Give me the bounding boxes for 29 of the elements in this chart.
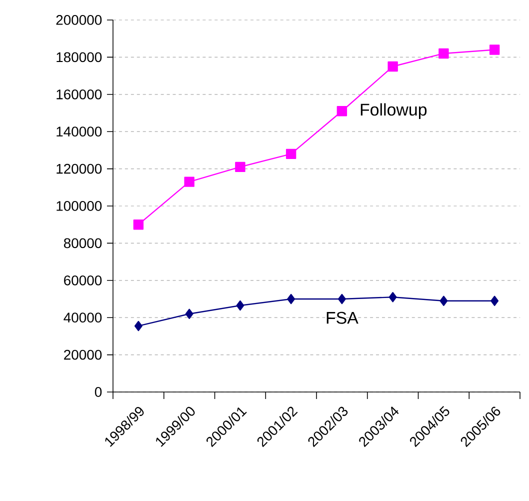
y-tick-label: 120000 [56, 164, 102, 174]
y-tick-label: 40000 [64, 312, 102, 323]
y-tick-label: 20000 [64, 350, 102, 360]
point [388, 292, 397, 302]
point [490, 296, 499, 306]
y-tick-label: 100000 [56, 201, 102, 211]
point [235, 162, 246, 172]
y-tick-label: 180000 [56, 52, 102, 62]
point [336, 106, 348, 116]
point [184, 176, 194, 187]
point [338, 294, 346, 304]
y-tick-label: 200000 [56, 15, 102, 25]
series-label: FSA [326, 312, 358, 324]
y-tick-label: 0 [94, 387, 102, 397]
point [185, 308, 194, 319]
point [388, 61, 398, 72]
y-tick-label: 80000 [64, 238, 102, 248]
y-tick-label: 160000 [56, 89, 102, 100]
y-tick-label: 60000 [64, 275, 102, 286]
point [438, 48, 449, 59]
point [440, 296, 448, 306]
point [236, 300, 244, 311]
point [134, 320, 142, 332]
point [286, 148, 296, 160]
series-label: Followup [360, 103, 427, 120]
point [133, 220, 144, 230]
point [287, 294, 296, 304]
y-tick-label: 140000 [56, 126, 102, 137]
point [489, 44, 500, 55]
